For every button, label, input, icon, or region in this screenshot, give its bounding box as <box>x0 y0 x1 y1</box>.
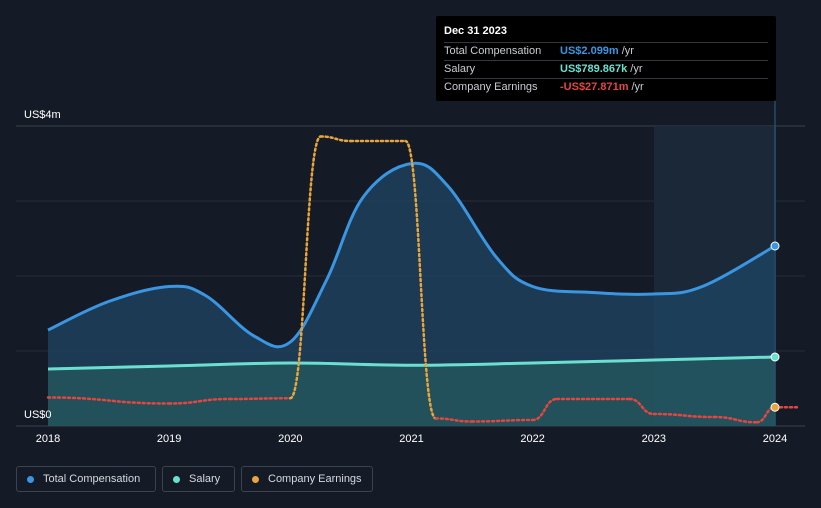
earnings-segment <box>652 412 716 419</box>
x-axis-ticks: 2018 2019 2020 2021 2022 2023 2024 <box>36 433 787 445</box>
tooltip-label: Salary <box>444 63 476 75</box>
legend-dot-icon <box>27 475 34 483</box>
earnings-segment <box>404 139 437 420</box>
earnings-segment <box>167 397 231 405</box>
tooltip-label: Total Compensation <box>444 45 542 57</box>
tooltip-unit: /yr <box>631 81 644 93</box>
earnings-segment <box>228 397 292 401</box>
legend-label: Company Earnings <box>268 473 362 485</box>
end-markers <box>770 241 780 412</box>
tooltip-unit: /yr <box>621 45 634 57</box>
earnings-segment <box>713 415 759 424</box>
tooltip-row-total: Total Compensation US$2.099m /yr <box>444 43 768 61</box>
company-earnings-line <box>46 135 801 424</box>
x-tick-label: 2020 <box>278 433 302 445</box>
tooltip-label: Company Earnings <box>444 81 538 93</box>
tooltip-date: Dec 31 2023 <box>444 24 768 43</box>
x-tick-label: 2024 <box>763 433 787 445</box>
y-axis-label-top: US$4m <box>24 109 61 121</box>
earnings-segment <box>628 397 656 416</box>
tooltip-value-total: US$2.099m <box>560 45 619 57</box>
y-axis-label-bottom: US$0 <box>24 409 52 421</box>
total-compensation-line <box>47 161 776 349</box>
salary-area <box>48 357 775 426</box>
x-tick-label: 2023 <box>642 433 666 445</box>
tooltip-row-earnings: Company Earnings -US$27.871m /yr <box>444 79 768 96</box>
x-tick-label: 2019 <box>157 433 181 445</box>
legend-label: Salary <box>189 473 221 485</box>
legend-company-earnings[interactable]: Company Earnings <box>241 466 373 492</box>
tooltip-value-salary: US$789.867k <box>560 63 628 75</box>
legend: Total Compensation Salary Company Earnin… <box>16 466 373 492</box>
company-earnings-marker <box>770 402 780 412</box>
tooltip-unit: /yr <box>630 63 643 75</box>
earnings-segment <box>319 135 353 143</box>
earnings-segment <box>531 397 559 422</box>
earnings-segment <box>289 135 322 400</box>
tooltip-row-salary: Salary US$789.867k /yr <box>444 61 768 79</box>
legend-salary[interactable]: Salary <box>162 466 235 492</box>
legend-label: Total Compensation <box>43 473 141 485</box>
salary-marker <box>770 352 780 362</box>
x-tick-label: 2021 <box>399 433 423 445</box>
tooltip: Dec 31 2023 Total Compensation US$2.099m… <box>436 16 776 101</box>
legend-total-compensation[interactable]: Total Compensation <box>16 466 156 492</box>
x-tick-label: 2022 <box>520 433 544 445</box>
legend-dot-icon <box>173 475 180 483</box>
total-compensation-marker <box>770 241 780 251</box>
x-tick-label: 2018 <box>36 433 60 445</box>
earnings-segment <box>470 418 534 423</box>
earnings-segment <box>46 396 171 405</box>
salary-line <box>47 355 776 371</box>
tooltip-value-earnings: -US$27.871m <box>560 81 629 93</box>
legend-dot-icon <box>252 475 259 483</box>
earnings-segment <box>434 417 474 423</box>
